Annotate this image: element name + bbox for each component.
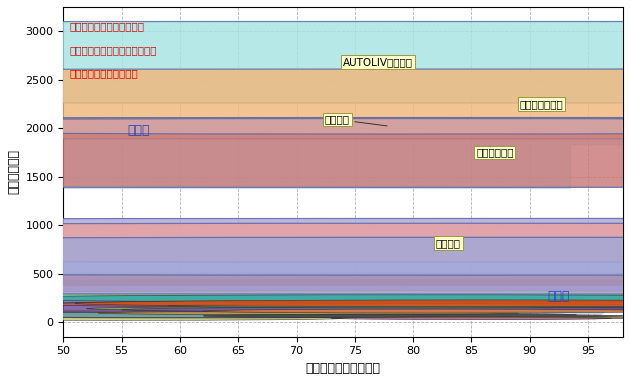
Text: 豊田合成: 豊田合成 [325, 115, 387, 126]
Circle shape [0, 312, 576, 318]
Circle shape [122, 307, 630, 312]
Circle shape [0, 223, 630, 262]
Circle shape [0, 285, 630, 303]
Text: 総合力: 総合力 [127, 124, 150, 137]
Circle shape [0, 219, 630, 294]
Circle shape [331, 317, 611, 319]
Circle shape [0, 118, 630, 188]
Circle shape [0, 237, 630, 275]
Circle shape [87, 307, 553, 311]
Text: 横軸（最高値）：個別力: 横軸（最高値）：個別力 [69, 68, 138, 78]
Circle shape [40, 302, 553, 306]
Circle shape [0, 21, 630, 103]
Circle shape [203, 314, 623, 318]
Text: 円の大きさ：有効特許件数: 円の大きさ：有効特許件数 [69, 21, 144, 31]
Text: 縦軸（権利者スコア）：総合力: 縦軸（権利者スコア）：総合力 [69, 45, 157, 55]
Text: タカタグループ: タカタグループ [520, 99, 563, 109]
Circle shape [0, 69, 630, 139]
Circle shape [75, 300, 630, 307]
Text: AUTOLIVグループ: AUTOLIVグループ [343, 57, 413, 67]
Circle shape [203, 309, 630, 313]
Circle shape [0, 280, 630, 293]
Circle shape [0, 314, 448, 318]
Circle shape [0, 310, 483, 315]
Circle shape [0, 295, 630, 302]
FancyArrow shape [544, 300, 608, 319]
Circle shape [367, 317, 630, 319]
Circle shape [0, 316, 343, 320]
Circle shape [0, 312, 425, 317]
Circle shape [168, 304, 630, 308]
Circle shape [0, 291, 630, 301]
Circle shape [0, 273, 630, 290]
X-axis label: パテントスコア最高値: パテントスコア最高値 [306, 362, 381, 375]
Circle shape [0, 305, 630, 312]
Circle shape [40, 301, 630, 308]
Text: 個別力: 個別力 [547, 290, 570, 303]
FancyArrow shape [0, 130, 630, 188]
Text: ダイセル: ダイセル [436, 238, 461, 248]
Text: トヨタ自動車: トヨタ自動車 [476, 147, 513, 157]
Circle shape [98, 311, 518, 315]
Y-axis label: 権利者スコア: 権利者スコア [7, 149, 20, 194]
Circle shape [0, 118, 630, 134]
